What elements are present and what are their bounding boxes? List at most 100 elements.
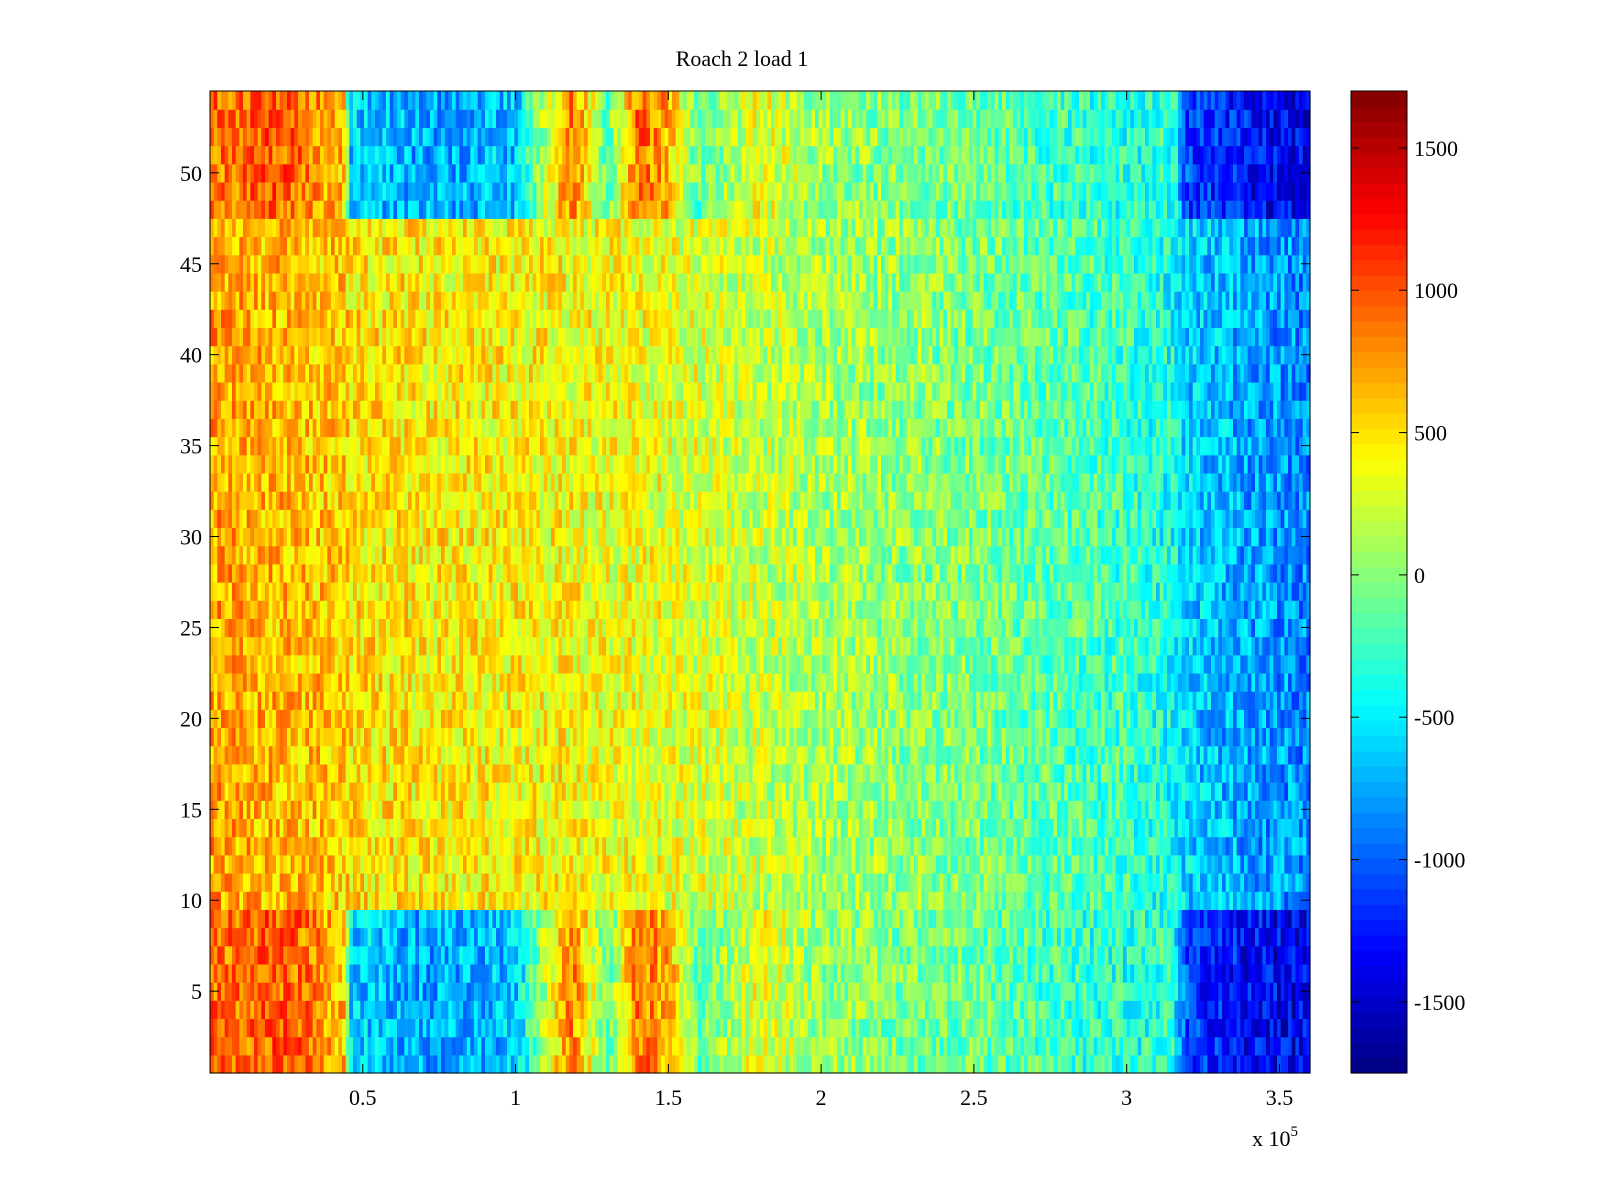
heatmap-cell	[712, 1000, 717, 1020]
heatmap-cell	[668, 1018, 673, 1038]
heatmap-cell	[408, 1036, 413, 1056]
heatmap-cell	[1247, 891, 1252, 910]
heatmap-cell	[591, 909, 596, 929]
heatmap-cell	[650, 872, 655, 892]
heatmap-cell	[584, 963, 589, 983]
heatmap-cell	[917, 927, 922, 947]
heatmap-cell	[1112, 963, 1117, 983]
heatmap-cell	[631, 945, 636, 965]
heatmap-cell	[972, 800, 977, 820]
heatmap-cell	[1277, 872, 1282, 892]
heatmap-cell	[708, 1036, 713, 1056]
heatmap-cell	[760, 1018, 765, 1038]
heatmap-cell	[811, 1018, 816, 1038]
heatmap-cell	[1299, 782, 1304, 801]
heatmap-cell	[1203, 945, 1208, 965]
heatmap-cell	[243, 927, 248, 947]
heatmap-cell	[1005, 909, 1010, 929]
heatmap-cell	[862, 1000, 867, 1020]
heatmap-cell	[617, 836, 622, 856]
heatmap-cell	[400, 1054, 405, 1074]
heatmap-cell	[631, 836, 636, 856]
heatmap-cell	[437, 782, 442, 801]
heatmap-cell	[727, 1018, 732, 1038]
heatmap-cell	[1233, 963, 1238, 983]
heatmap-cell	[899, 945, 904, 965]
heatmap-cell	[1148, 1036, 1153, 1056]
heatmap-cell	[1167, 800, 1172, 820]
heatmap-cell	[265, 927, 270, 947]
heatmap-cell	[565, 982, 570, 1001]
heatmap-cell	[917, 872, 922, 892]
heatmap-cell	[514, 1000, 519, 1020]
heatmap-cell	[257, 800, 262, 820]
heatmap-cell	[411, 982, 416, 1001]
heatmap-cell	[1145, 1000, 1150, 1020]
heatmap-cell	[752, 782, 757, 801]
heatmap-cell	[1203, 909, 1208, 929]
heatmap-cell	[851, 891, 856, 910]
heatmap-cell	[525, 982, 530, 1001]
heatmap-cell	[576, 763, 581, 783]
heatmap-cell	[822, 945, 827, 965]
heatmap-cell	[1203, 872, 1208, 892]
heatmap-cell	[595, 1054, 600, 1074]
heatmap-cell	[914, 854, 919, 874]
heatmap-cell	[679, 854, 684, 874]
heatmap-cell	[705, 982, 710, 1001]
heatmap-cell	[1060, 927, 1065, 947]
heatmap-cell	[1134, 927, 1139, 947]
heatmap-cell	[796, 763, 801, 783]
heatmap-cell	[752, 836, 757, 856]
heatmap-cell	[947, 782, 952, 801]
heatmap-cell	[507, 1036, 512, 1056]
heatmap-cell	[529, 818, 534, 838]
heatmap-cell	[1148, 963, 1153, 983]
heatmap-cell	[1126, 945, 1131, 965]
heatmap-cell	[1280, 782, 1285, 801]
heatmap-cell	[851, 1036, 856, 1056]
heatmap-cell	[466, 818, 471, 838]
heatmap-cell	[961, 927, 966, 947]
heatmap-cell	[554, 1054, 559, 1074]
heatmap-cell	[914, 872, 919, 892]
heatmap-cell	[1170, 945, 1175, 965]
heatmap-cell	[232, 818, 237, 838]
heatmap-cell	[1236, 945, 1241, 965]
heatmap-cell	[470, 945, 475, 965]
heatmap-cell	[1024, 909, 1029, 929]
heatmap-cell	[595, 782, 600, 801]
heatmap-cell	[1247, 1000, 1252, 1020]
heatmap-cell	[1016, 909, 1021, 929]
heatmap-cell	[1075, 872, 1080, 892]
heatmap-cell	[1203, 854, 1208, 874]
heatmap-cell	[265, 1018, 270, 1038]
heatmap-cell	[243, 818, 248, 838]
heatmap-cell	[481, 982, 486, 1001]
heatmap-cell	[268, 1036, 273, 1056]
heatmap-cell	[301, 909, 306, 929]
heatmap-cell	[514, 1018, 519, 1038]
heatmap-cell	[708, 945, 713, 965]
heatmap-cell	[591, 891, 596, 910]
heatmap-cell	[826, 1036, 831, 1056]
heatmap-cell	[774, 891, 779, 910]
heatmap-cell	[939, 963, 944, 983]
heatmap-cell	[888, 1018, 893, 1038]
heatmap-cell	[448, 1018, 453, 1038]
heatmap-cell	[727, 927, 732, 947]
heatmap-cell	[371, 836, 376, 856]
heatmap-cell	[213, 854, 218, 874]
heatmap-cell	[591, 818, 596, 838]
heatmap-cell	[815, 800, 820, 820]
heatmap-cell	[1196, 1018, 1201, 1038]
heatmap-cell	[1141, 818, 1146, 838]
heatmap-cell	[562, 1018, 567, 1038]
heatmap-cell	[397, 1000, 402, 1020]
heatmap-cell	[602, 836, 607, 856]
heatmap-cell	[488, 1018, 493, 1038]
heatmap-cell	[903, 891, 908, 910]
heatmap-cell	[921, 818, 926, 838]
heatmap-cell	[936, 836, 941, 856]
heatmap-cell	[485, 982, 490, 1001]
